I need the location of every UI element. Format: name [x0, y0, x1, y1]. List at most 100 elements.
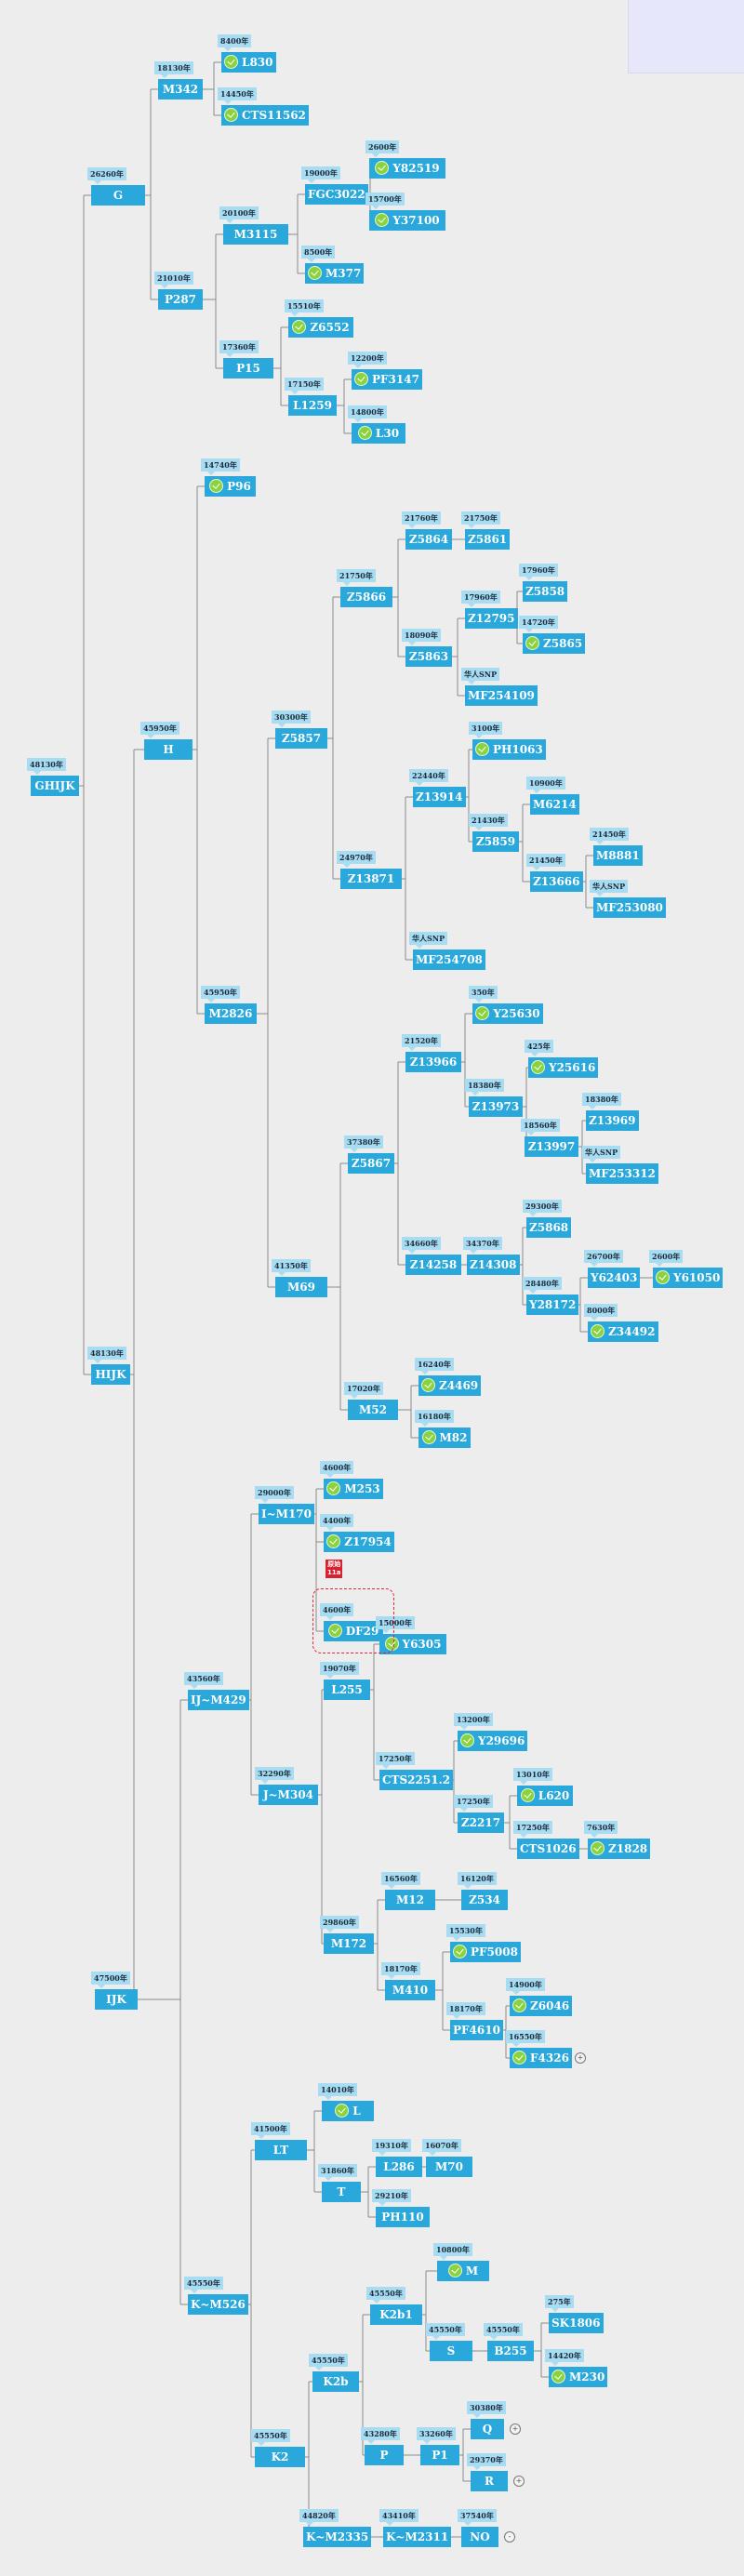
node-cts11562[interactable]: CTS11562: [221, 105, 309, 126]
node-y25630[interactable]: Y25630: [472, 1003, 543, 1024]
node-z6552[interactable]: Z6552: [288, 317, 353, 338]
node-i_m170[interactable]: I~M170: [259, 1504, 314, 1524]
node-z4469[interactable]: Z4469: [418, 1375, 482, 1396]
node-k2[interactable]: K2: [255, 2447, 305, 2467]
node-l1259[interactable]: L1259: [288, 395, 337, 416]
node-y29696[interactable]: Y29696: [458, 1731, 528, 1751]
node-z13969[interactable]: Z13969: [586, 1110, 639, 1131]
node-k2b1[interactable]: K2b1: [370, 2304, 422, 2325]
node-cts1026[interactable]: CTS1026: [517, 1839, 579, 1859]
node-m82[interactable]: M82: [418, 1427, 471, 1448]
node-m12[interactable]: M12: [385, 1890, 435, 1910]
node-t[interactable]: T: [322, 2182, 361, 2202]
node-l[interactable]: L: [322, 2101, 374, 2121]
node-z5861[interactable]: Z5861: [465, 529, 511, 550]
node-z5865[interactable]: Z5865: [523, 633, 586, 654]
node-fgc3022[interactable]: FGC3022: [305, 184, 368, 205]
node-m172[interactable]: M172: [324, 1933, 374, 1954]
node-z5866[interactable]: Z5866: [340, 587, 392, 607]
node-z5858[interactable]: Z5858: [523, 581, 568, 602]
node-m410[interactable]: M410: [385, 1980, 435, 2000]
node-z13997[interactable]: Z13997: [525, 1136, 578, 1157]
node-m2826[interactable]: M2826: [205, 1003, 257, 1024]
node-z5857[interactable]: Z5857: [275, 728, 327, 749]
node-m253[interactable]: M253: [324, 1479, 383, 1499]
node-l286[interactable]: L286: [376, 2157, 422, 2177]
node-b255[interactable]: B255: [487, 2341, 534, 2361]
node-h[interactable]: H: [144, 739, 193, 760]
node-z13966[interactable]: Z13966: [405, 1052, 461, 1072]
node-z34492[interactable]: Z34492: [588, 1321, 658, 1342]
node-z6046[interactable]: Z6046: [510, 1996, 573, 2016]
node-j_m304[interactable]: J~M304: [259, 1785, 318, 1805]
node-df29[interactable]: DF29: [324, 1621, 383, 1641]
node-k_m2311[interactable]: K~M2311: [383, 2527, 452, 2547]
node-z13973[interactable]: Z13973: [469, 1096, 523, 1117]
node-ij_m429[interactable]: IJ~M429: [188, 1690, 249, 1710]
node-s[interactable]: S: [430, 2341, 472, 2361]
node-z5864[interactable]: Z5864: [405, 529, 452, 550]
node-mf253312[interactable]: MF253312: [586, 1163, 658, 1184]
node-l830[interactable]: L830: [221, 52, 276, 73]
node-p287[interactable]: P287: [158, 289, 203, 310]
node-z13871[interactable]: Z13871: [340, 869, 402, 889]
node-pf4610[interactable]: PF4610: [450, 2020, 503, 2040]
expand-icon[interactable]: +: [575, 2052, 586, 2064]
node-p15[interactable]: P15: [223, 358, 273, 378]
node-y62403[interactable]: Y62403: [588, 1268, 641, 1288]
node-mf254708[interactable]: MF254708: [413, 949, 485, 970]
node-cts2251_2[interactable]: CTS2251.2: [379, 1770, 454, 1790]
node-ph1063[interactable]: PH1063: [472, 739, 546, 760]
node-ghijk[interactable]: GHIJK: [31, 776, 79, 796]
node-m[interactable]: M: [437, 2261, 489, 2281]
node-m3115[interactable]: M3115: [223, 224, 288, 245]
node-m69[interactable]: M69: [275, 1277, 327, 1297]
node-pf3147[interactable]: PF3147: [352, 369, 422, 390]
node-z2217[interactable]: Z2217: [458, 1812, 504, 1833]
node-hijk[interactable]: HIJK: [91, 1364, 130, 1385]
node-m342[interactable]: M342: [158, 79, 203, 100]
node-m52[interactable]: M52: [348, 1400, 398, 1420]
node-z17954[interactable]: Z17954: [324, 1532, 394, 1552]
node-y61050[interactable]: Y61050: [653, 1268, 724, 1288]
node-l620[interactable]: L620: [517, 1786, 573, 1806]
node-lt[interactable]: LT: [255, 2140, 307, 2160]
node-l255[interactable]: L255: [324, 1680, 370, 1700]
node-q[interactable]: Q: [471, 2419, 504, 2439]
node-z5859[interactable]: Z5859: [472, 831, 519, 852]
node-m6214[interactable]: M6214: [530, 794, 579, 815]
minimap[interactable]: [628, 0, 744, 73]
node-ph110[interactable]: PH110: [376, 2207, 430, 2227]
node-y37100[interactable]: Y37100: [369, 210, 445, 231]
node-z13914[interactable]: Z13914: [413, 787, 466, 807]
node-mf254109[interactable]: MF254109: [465, 685, 538, 706]
node-m8881[interactable]: M8881: [593, 845, 643, 866]
node-y6305[interactable]: Y6305: [379, 1634, 446, 1654]
node-k_m2335[interactable]: K~M2335: [303, 2527, 372, 2547]
node-y82519[interactable]: Y82519: [369, 158, 445, 179]
expand-icon[interactable]: +: [510, 2423, 521, 2435]
collapse-icon[interactable]: -: [504, 2531, 515, 2543]
node-z14308[interactable]: Z14308: [467, 1255, 520, 1275]
node-z5867[interactable]: Z5867: [348, 1153, 394, 1174]
node-m70[interactable]: M70: [426, 2157, 472, 2177]
node-no[interactable]: NO: [461, 2527, 498, 2547]
node-pf5008[interactable]: PF5008: [450, 1942, 521, 1962]
node-z5863[interactable]: Z5863: [405, 646, 452, 667]
node-z13666[interactable]: Z13666: [530, 871, 583, 892]
node-p96[interactable]: P96: [205, 476, 256, 497]
node-y25616[interactable]: Y25616: [528, 1057, 599, 1078]
node-z14258[interactable]: Z14258: [405, 1255, 461, 1275]
node-ijk[interactable]: IJK: [95, 1989, 138, 2010]
node-m230[interactable]: M230: [549, 2367, 608, 2387]
node-y28172[interactable]: Y28172: [526, 1295, 579, 1315]
node-p[interactable]: P: [365, 2445, 404, 2465]
node-z534[interactable]: Z534: [461, 1890, 508, 1910]
node-g[interactable]: G: [91, 185, 145, 206]
node-k_m526[interactable]: K~M526: [188, 2294, 248, 2315]
node-m377[interactable]: M377: [305, 263, 365, 284]
node-z12795[interactable]: Z12795: [465, 608, 518, 629]
node-sk1806[interactable]: SK1806: [549, 2313, 604, 2333]
node-r[interactable]: R: [471, 2471, 508, 2491]
node-p1[interactable]: P1: [420, 2445, 459, 2465]
